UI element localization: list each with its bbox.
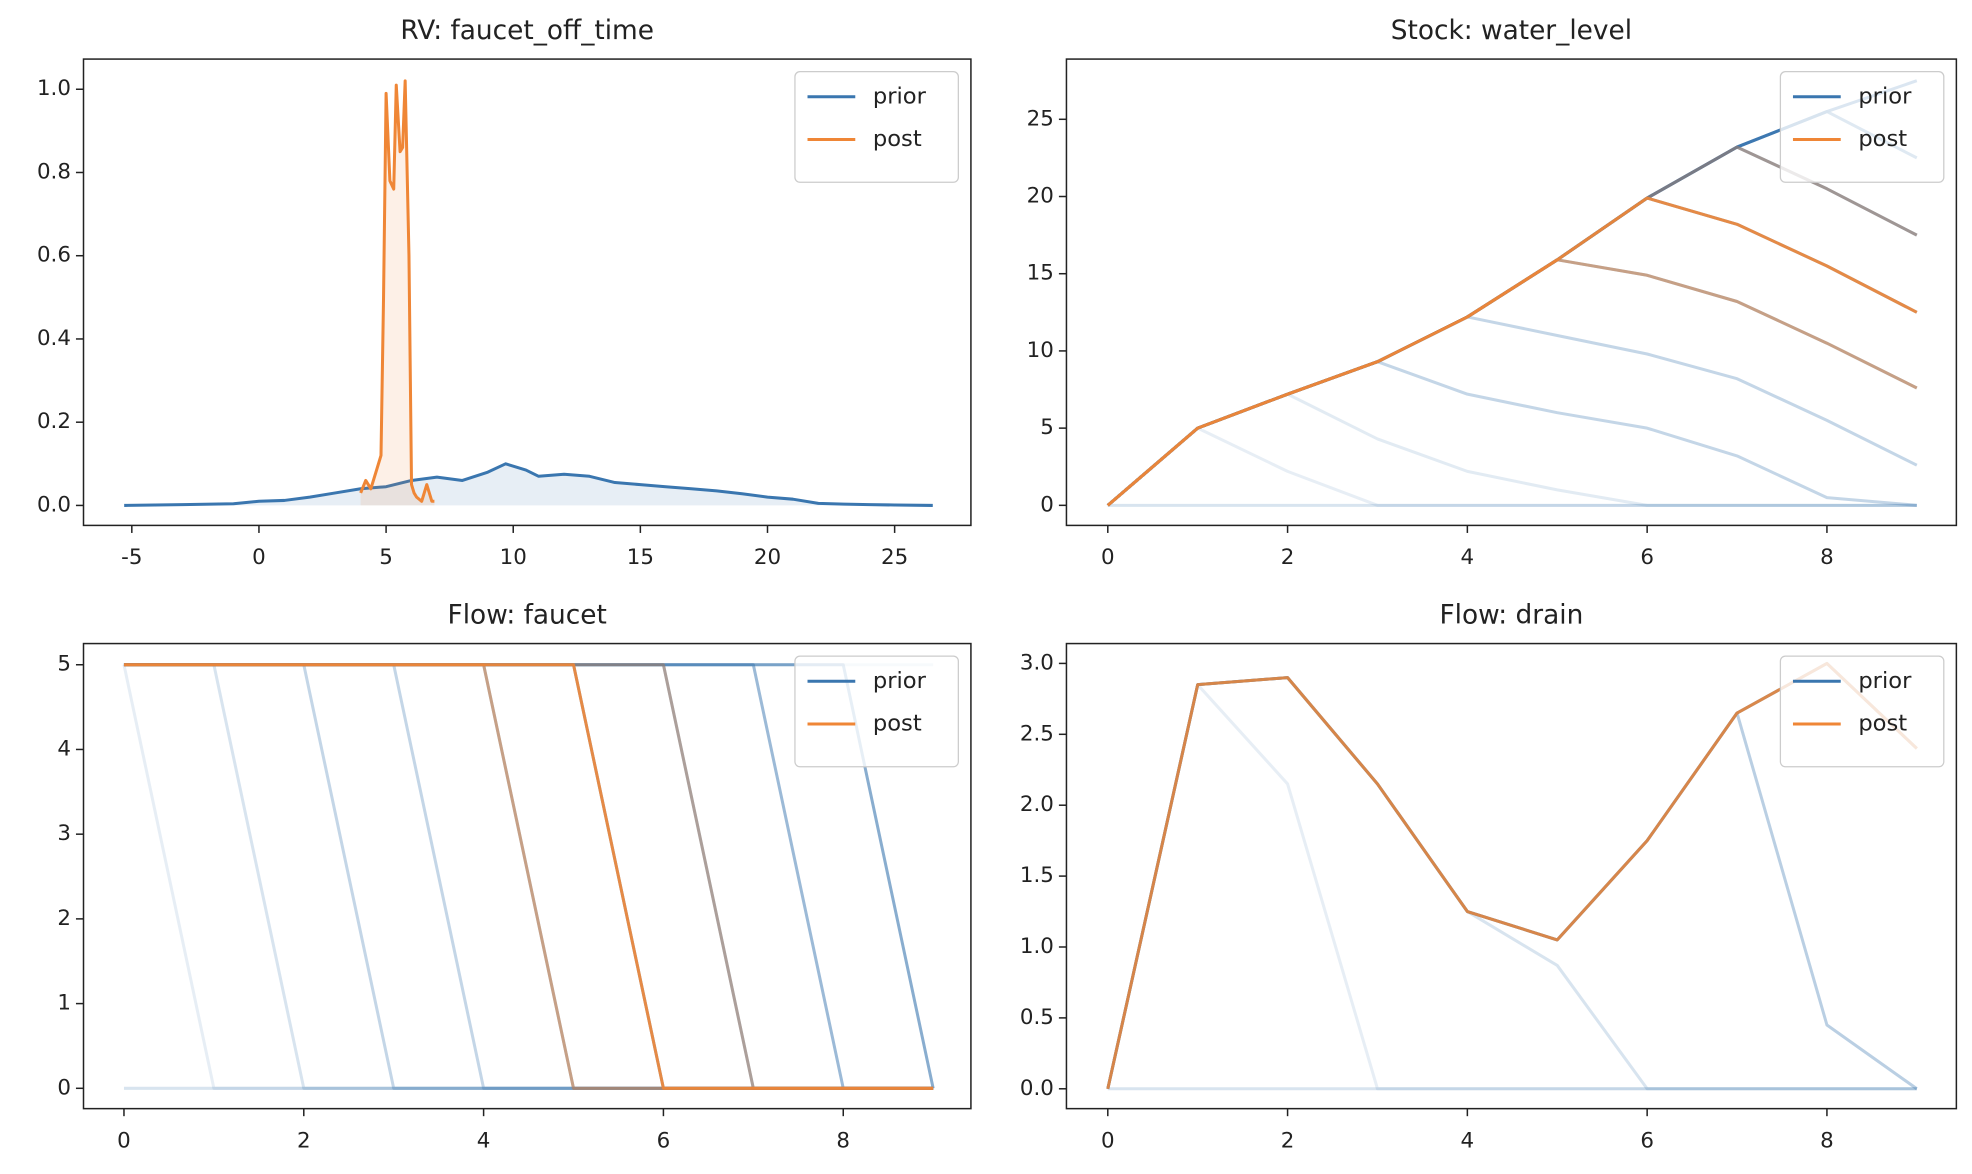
x-tick-label: 2 <box>297 1128 311 1153</box>
legend-label: post <box>1858 711 1907 737</box>
x-tick-label: 10 <box>500 545 527 570</box>
y-tick-label: 10 <box>1027 338 1054 363</box>
x-tick-label: 15 <box>627 545 654 570</box>
line <box>123 663 934 1090</box>
line <box>124 462 933 507</box>
x-tick-label: 4 <box>1461 545 1475 570</box>
axes-frame <box>82 58 972 527</box>
legend-box <box>1779 71 1945 183</box>
legend-box <box>794 71 959 183</box>
line <box>1106 196 1918 507</box>
x-tick-label: 6 <box>1640 1128 1654 1153</box>
x-tick-label: 6 <box>1640 545 1654 570</box>
x-tick-label: 8 <box>1820 1128 1834 1153</box>
line <box>1106 196 1918 507</box>
legend-box <box>1779 655 1945 768</box>
x-tick-label: 20 <box>754 545 781 570</box>
y-tick-label: 0.6 <box>37 243 71 268</box>
y-tick-label: 0.4 <box>37 326 71 351</box>
y-tick-label: 3.0 <box>1020 650 1054 675</box>
axes-frame <box>82 642 972 1110</box>
chart-title: Flow: faucet <box>448 600 607 630</box>
y-tick-label: 2.5 <box>1020 721 1054 746</box>
y-tick-label: 1.5 <box>1020 863 1054 888</box>
line <box>1106 683 1917 1091</box>
legend-label: prior <box>1858 668 1912 694</box>
y-tick-label: 5 <box>57 652 71 677</box>
y-tick-label: 2.0 <box>1020 792 1054 817</box>
x-tick-label: 25 <box>881 545 908 570</box>
y-tick-label: 3 <box>57 821 71 846</box>
y-tick-label: 1 <box>57 991 71 1016</box>
y-tick-label: 5 <box>1040 415 1054 440</box>
legend-label: post <box>873 711 922 737</box>
legend-box <box>794 655 959 768</box>
y-tick-label: 0.0 <box>37 492 71 517</box>
x-tick-label: 4 <box>477 1128 491 1153</box>
line <box>1106 392 1917 507</box>
x-tick-label: 5 <box>379 545 393 570</box>
line <box>1106 360 1917 507</box>
y-tick-label: 0.8 <box>37 159 71 184</box>
x-tick-label: 2 <box>1281 545 1295 570</box>
line <box>359 79 435 503</box>
x-tick-label: 0 <box>1101 1128 1115 1153</box>
chart-title: Flow: drain <box>1439 600 1583 630</box>
x-tick-label: 0 <box>1101 545 1115 570</box>
legend-label: prior <box>873 668 927 694</box>
y-tick-label: 25 <box>1027 106 1054 131</box>
x-tick-label: -5 <box>121 545 142 570</box>
x-tick-label: 6 <box>657 1128 671 1153</box>
legend-label: post <box>873 126 922 152</box>
y-tick-label: 0.0 <box>1020 1076 1054 1101</box>
x-tick-label: 0 <box>117 1128 131 1153</box>
line <box>1106 315 1918 507</box>
y-tick-label: 0 <box>57 1075 71 1100</box>
line <box>1106 426 1917 507</box>
y-tick-label: 1.0 <box>1020 934 1054 959</box>
x-tick-label: 4 <box>1461 1128 1475 1153</box>
legend-label: prior <box>1858 83 1912 109</box>
chart-title: Stock: water_level <box>1391 16 1632 46</box>
line <box>123 663 934 1090</box>
axes-frame <box>1065 58 1958 527</box>
x-tick-label: 8 <box>1820 545 1834 570</box>
line <box>1106 258 1918 507</box>
axes-frame <box>1065 642 1958 1110</box>
legend-label: prior <box>873 83 927 109</box>
y-tick-label: 0 <box>1040 492 1054 517</box>
area <box>360 80 435 506</box>
y-tick-label: 0.2 <box>37 409 71 434</box>
y-tick-label: 15 <box>1027 261 1054 286</box>
line <box>1106 258 1918 507</box>
y-tick-label: 2 <box>57 906 71 931</box>
y-tick-label: 20 <box>1027 184 1054 209</box>
chart-title: RV: faucet_off_time <box>400 16 654 46</box>
x-tick-label: 8 <box>836 1128 850 1153</box>
y-tick-label: 1.0 <box>37 76 71 101</box>
x-tick-label: 2 <box>1281 1128 1295 1153</box>
y-tick-label: 4 <box>57 736 71 761</box>
legend-label: post <box>1858 126 1907 152</box>
x-tick-label: 0 <box>252 545 266 570</box>
y-tick-label: 0.5 <box>1020 1005 1054 1030</box>
